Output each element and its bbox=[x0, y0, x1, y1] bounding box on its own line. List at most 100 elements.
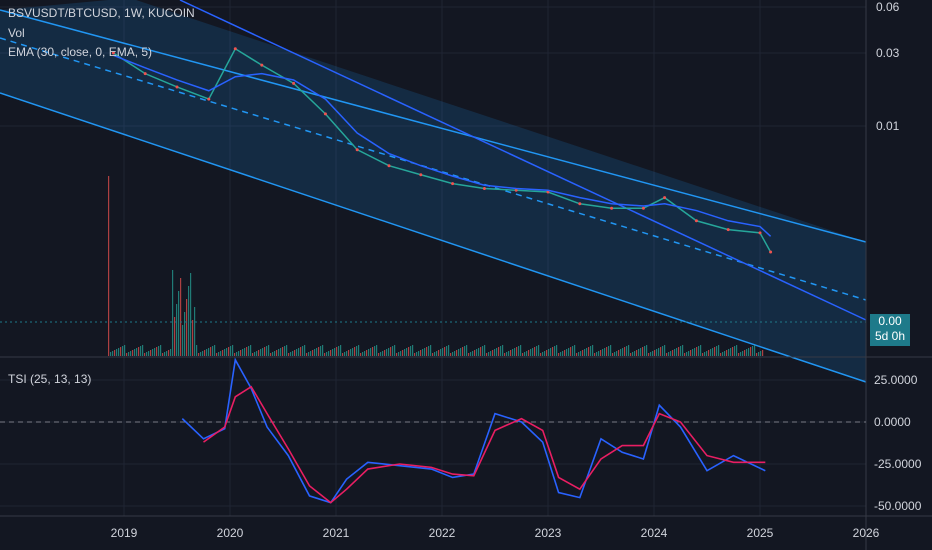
volume-bar bbox=[200, 352, 202, 356]
volume-bar bbox=[248, 346, 250, 356]
volume-bar bbox=[652, 351, 654, 356]
volume-bar bbox=[498, 347, 500, 356]
volume-bar bbox=[408, 347, 410, 356]
volume-legend[interactable]: Vol bbox=[8, 26, 25, 40]
ema-legend[interactable]: EMA (30, close, 0, EMA, 5) bbox=[8, 45, 153, 59]
volume-bar bbox=[510, 350, 512, 356]
volume-bar bbox=[734, 346, 736, 356]
volume-bar bbox=[658, 348, 660, 356]
volume-bar bbox=[396, 353, 398, 356]
volume-bar bbox=[370, 348, 372, 356]
volume-bar bbox=[190, 273, 192, 356]
volume-bar bbox=[256, 351, 258, 356]
price-point bbox=[111, 51, 115, 55]
volume-bar bbox=[452, 352, 454, 356]
volume-bar bbox=[166, 351, 168, 356]
volume-bar bbox=[470, 352, 472, 356]
volume-bar bbox=[374, 346, 376, 356]
volume-bar bbox=[726, 350, 728, 356]
tsi-tick-label: 0.0000 bbox=[874, 415, 911, 429]
volume-bar bbox=[332, 349, 334, 356]
volume-bar bbox=[628, 345, 630, 356]
volume-bar bbox=[650, 352, 652, 356]
volume-bar bbox=[430, 345, 432, 356]
volume-bar bbox=[476, 349, 478, 356]
volume-bar bbox=[572, 346, 574, 356]
volume-bar bbox=[602, 349, 604, 356]
price-point bbox=[663, 196, 667, 200]
volume-bar bbox=[198, 353, 200, 356]
volume-bar bbox=[500, 346, 502, 356]
volume-bar bbox=[588, 347, 590, 356]
volume-bar bbox=[540, 353, 542, 356]
price-point bbox=[482, 187, 486, 191]
price-tick-label: 0.03 bbox=[876, 46, 900, 60]
volume-bar bbox=[464, 346, 466, 356]
volume-bar bbox=[204, 350, 206, 356]
volume-bar bbox=[524, 352, 526, 356]
volume-bar bbox=[330, 350, 332, 356]
volume-bar bbox=[362, 352, 364, 356]
volume-bar bbox=[672, 350, 674, 356]
volume-bar bbox=[644, 346, 646, 356]
volume-bar bbox=[150, 350, 152, 356]
volume-bar bbox=[186, 299, 188, 356]
volume-bar bbox=[368, 349, 370, 356]
volume-bar bbox=[454, 351, 456, 356]
tsi-legend[interactable]: TSI (25, 13, 13) bbox=[8, 372, 92, 386]
volume-bar bbox=[582, 350, 584, 356]
volume-bar bbox=[306, 353, 308, 356]
volume-bar bbox=[530, 349, 532, 356]
volume-bar bbox=[486, 353, 488, 356]
volume-bar bbox=[108, 176, 110, 356]
volume-bar bbox=[392, 346, 394, 356]
volume-bar bbox=[438, 350, 440, 356]
volume-bar bbox=[244, 348, 246, 356]
volume-bar bbox=[224, 349, 226, 356]
volume-bar bbox=[468, 353, 470, 356]
volume-bar bbox=[516, 347, 518, 356]
symbol-title[interactable]: BSVUSDT/BTCUSD, 1W, KUCOIN bbox=[8, 6, 195, 20]
volume-bar bbox=[260, 349, 262, 356]
volume-bar bbox=[590, 346, 592, 356]
volume-bar bbox=[676, 348, 678, 356]
price-point bbox=[694, 219, 698, 223]
volume-bar bbox=[118, 348, 120, 356]
volume-bar bbox=[722, 352, 724, 356]
volume-bar bbox=[134, 349, 136, 356]
volume-bar bbox=[226, 348, 228, 356]
volume-bar bbox=[308, 352, 310, 356]
volume-bar bbox=[216, 353, 218, 356]
volume-bar bbox=[286, 345, 288, 356]
volume-bar bbox=[232, 345, 234, 356]
volume-bar bbox=[234, 353, 236, 356]
volume-bar bbox=[264, 347, 266, 356]
volume-bar bbox=[254, 352, 256, 356]
volume-bar bbox=[300, 347, 302, 356]
volume-bar bbox=[450, 353, 452, 356]
price-point bbox=[546, 190, 550, 194]
volume-bar bbox=[184, 312, 186, 356]
volume-bar bbox=[348, 350, 350, 356]
trend-line bbox=[179, 0, 867, 321]
volume-bar bbox=[622, 348, 624, 356]
volume-bar bbox=[744, 350, 746, 356]
volume-bar bbox=[534, 347, 536, 356]
tsi-line bbox=[181, 357, 766, 504]
last-price-value: 0.00 bbox=[878, 314, 902, 328]
volume-bar bbox=[266, 346, 268, 356]
last-price-badge: 0.00 5d 0h bbox=[870, 314, 910, 346]
volume-bar bbox=[614, 352, 616, 356]
price-point bbox=[514, 188, 518, 192]
volume-bar bbox=[512, 349, 514, 356]
volume-bar bbox=[748, 348, 750, 356]
volume-bar bbox=[700, 345, 702, 356]
volume-bar bbox=[120, 347, 122, 356]
volume-bar bbox=[738, 353, 740, 356]
price-point bbox=[758, 231, 762, 235]
volume-bar bbox=[146, 352, 148, 356]
volume-bar bbox=[388, 348, 390, 356]
volume-bar bbox=[758, 352, 760, 356]
